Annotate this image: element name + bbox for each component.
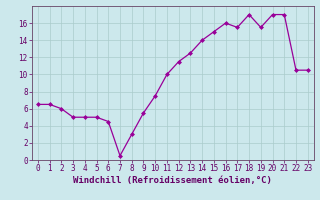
X-axis label: Windchill (Refroidissement éolien,°C): Windchill (Refroidissement éolien,°C) — [73, 176, 272, 185]
